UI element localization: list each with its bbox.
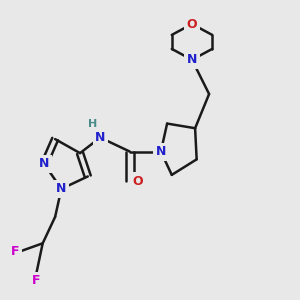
- Text: N: N: [156, 145, 166, 158]
- Text: N: N: [95, 131, 105, 144]
- Text: F: F: [11, 244, 20, 258]
- Text: N: N: [187, 53, 197, 66]
- Text: F: F: [32, 274, 41, 287]
- Text: N: N: [39, 158, 50, 170]
- Text: N: N: [56, 182, 67, 195]
- Text: O: O: [132, 175, 143, 188]
- Text: O: O: [187, 17, 197, 31]
- Text: H: H: [88, 118, 97, 129]
